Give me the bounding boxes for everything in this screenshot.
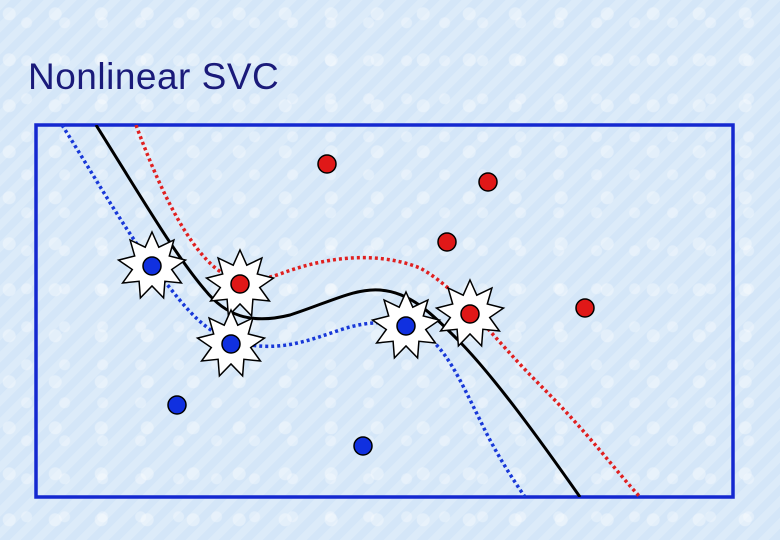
curves-group [60,125,642,497]
plot-frame [34,123,735,499]
positive-class-point [575,298,595,318]
slide-title: Nonlinear SVC [28,56,280,97]
data-points [142,154,595,456]
support-vector-markers [116,230,506,378]
negative-class-point [396,316,416,336]
positive-class-point [317,154,337,174]
decision-boundary-curve [94,125,582,497]
negative-class-point [353,436,373,456]
positive-class-point [437,232,457,252]
positive-class-point [460,304,480,324]
positive-class-point [478,172,498,192]
margin-negative-curve [60,125,527,497]
positive-class-point [230,274,250,294]
negative-class-point [167,395,187,415]
negative-class-point [221,334,241,354]
negative-class-point [142,256,162,276]
